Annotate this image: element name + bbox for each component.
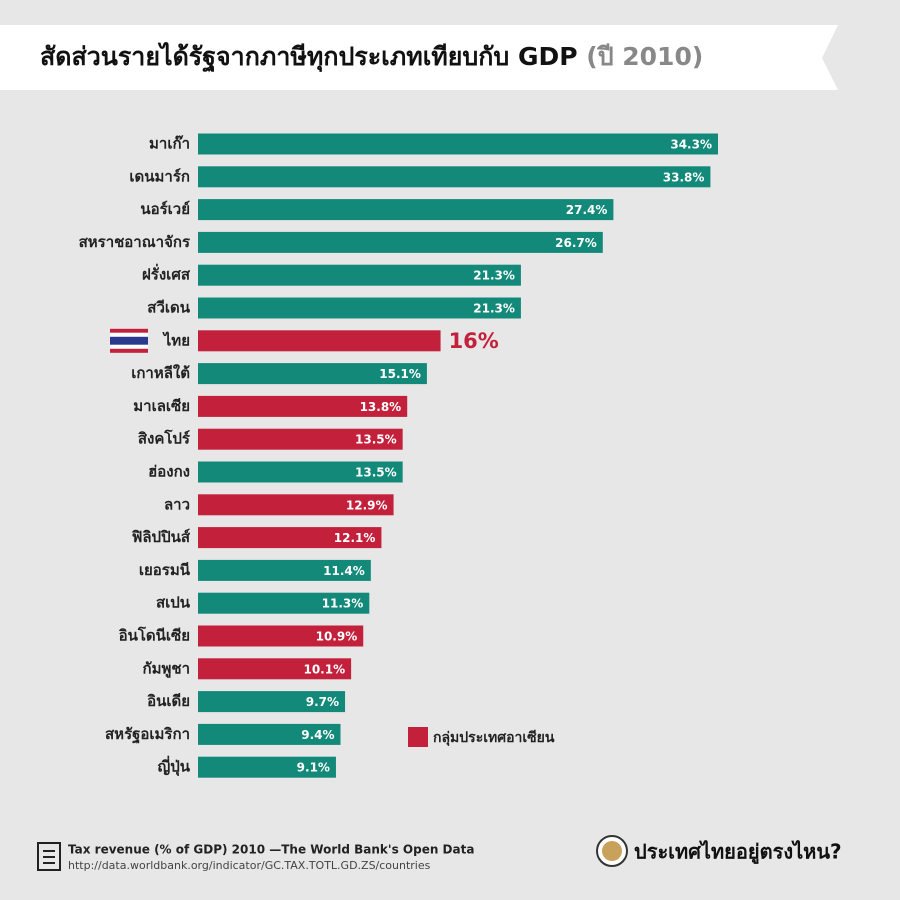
bar (198, 199, 614, 221)
category-label: เดนมาร์ก (129, 167, 190, 185)
value-label: 26.7% (555, 236, 597, 250)
value-label: 21.3% (473, 302, 515, 316)
value-label: 21.3% (473, 269, 515, 283)
source-url: http://data.worldbank.org/indicator/GC.T… (68, 859, 431, 872)
title-text: สัดส่วนรายได้รัฐจากภาษีทุกประเภทเทียบกับ… (40, 41, 703, 73)
value-label: 10.9% (316, 630, 358, 644)
category-label: สวีเดน (147, 299, 190, 317)
bar (198, 756, 336, 778)
bar (198, 395, 408, 417)
flag-stripe (110, 344, 148, 349)
brand-logo (596, 835, 628, 867)
bar (198, 691, 346, 713)
bar (198, 559, 371, 581)
category-label: มาเก๊า (149, 135, 190, 153)
chart-title: สัดส่วนรายได้รัฐจากภาษีทุกประเภทเทียบกับ… (40, 41, 578, 73)
bar (198, 527, 382, 549)
bar (198, 297, 521, 319)
bar (198, 592, 370, 614)
source-icon (37, 842, 61, 871)
brand: ประเทศไทยอยู่ตรงไหน? (634, 840, 842, 866)
chart-subtitle: (ปี 2010) (586, 42, 703, 71)
value-label: 33.8% (663, 170, 705, 184)
flag-stripe (110, 328, 148, 333)
bar (198, 363, 427, 385)
value-label: 34.3% (670, 138, 712, 152)
bar (198, 625, 364, 647)
category-label: ไทย (162, 330, 190, 349)
value-label: 13.8% (360, 400, 402, 414)
value-label: 10.1% (303, 662, 345, 676)
category-label: เยอรมนี (139, 561, 191, 579)
value-label: 11.3% (322, 597, 364, 611)
category-label: อินโดนีเซีย (119, 626, 190, 645)
value-label: 11.4% (323, 564, 365, 578)
value-label: 13.5% (355, 433, 397, 447)
value-label: 9.4% (301, 728, 334, 742)
value-label: 9.7% (306, 695, 339, 709)
value-label: 13.5% (355, 466, 397, 480)
bar (198, 231, 603, 253)
flag-stripe (110, 348, 148, 353)
category-label: สหราชอาณาจักร (79, 233, 191, 251)
legend-swatch (408, 727, 428, 747)
value-label: 9.1% (297, 761, 330, 775)
flag-stripe (110, 332, 148, 337)
title-banner (0, 25, 838, 90)
value-label: 16% (449, 329, 499, 353)
category-label: ญี่ปุ่น (157, 756, 190, 777)
category-label: ฟิลิปปินส์ (132, 528, 191, 546)
category-label: สเปน (156, 594, 191, 612)
flag-stripe (110, 336, 148, 345)
legend-label: กลุ่มประเทศอาเซียน (433, 730, 555, 746)
source: Tax revenue (% of GDP) 2010 —The World B… (68, 843, 474, 857)
value-label: 27.4% (566, 203, 608, 217)
bar (198, 461, 403, 483)
bar (198, 658, 352, 680)
category-label: สิงคโปร์ (138, 429, 191, 448)
bar (198, 494, 394, 516)
bar (198, 723, 341, 745)
category-label: กัมพูชา (143, 659, 190, 678)
category-label: มาเลเซีย (133, 397, 190, 415)
value-label: 15.1% (379, 367, 421, 381)
value-label: 12.1% (334, 531, 376, 545)
bar (198, 428, 403, 450)
category-label: สหรัฐอเมริกา (105, 725, 190, 744)
value-label: 12.9% (346, 498, 388, 512)
category-label: ลาว (164, 495, 190, 513)
bar (198, 264, 521, 286)
bar (198, 330, 441, 352)
category-label: อินเดีย (147, 692, 190, 710)
bar (198, 166, 711, 188)
category-label: ฮ่องกง (148, 463, 190, 481)
category-label: นอร์เวย์ (140, 200, 190, 218)
category-label: เกาหลีใต้ (131, 364, 190, 382)
bar (198, 133, 718, 155)
category-label: ฝรั่งเศส (142, 264, 191, 284)
